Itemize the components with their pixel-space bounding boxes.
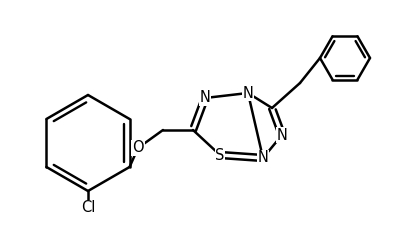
Text: S: S xyxy=(215,147,225,162)
Text: Cl: Cl xyxy=(81,201,95,215)
Text: N: N xyxy=(243,86,254,100)
Text: N: N xyxy=(276,127,287,142)
Text: N: N xyxy=(258,150,269,166)
Text: O: O xyxy=(132,141,144,155)
Text: N: N xyxy=(200,91,211,106)
